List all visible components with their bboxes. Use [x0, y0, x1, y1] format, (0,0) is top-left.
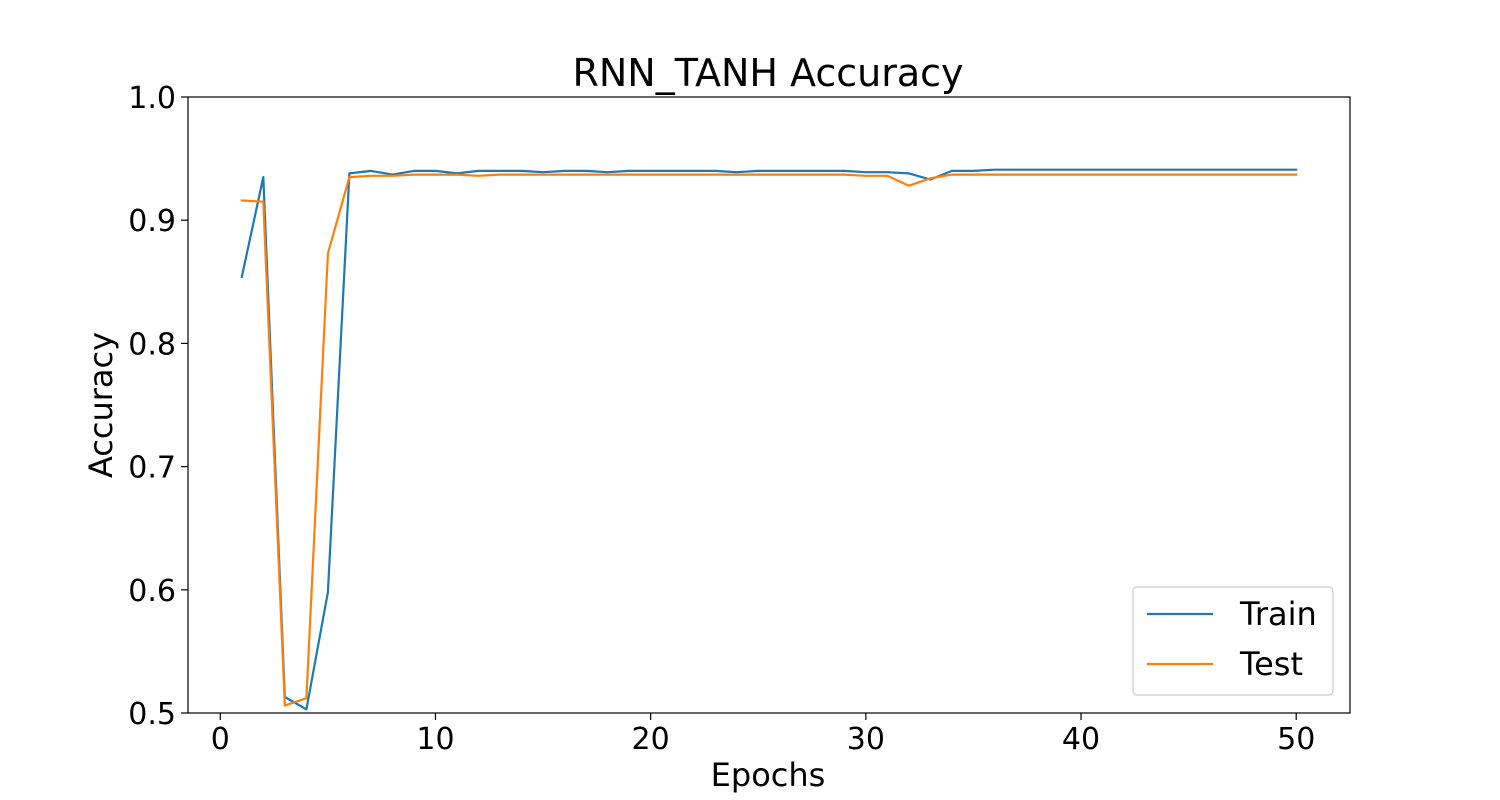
y-tick-label: 0.9	[128, 204, 176, 239]
y-tick-label: 0.5	[128, 697, 176, 732]
x-tick-label: 0	[211, 722, 230, 757]
x-axis: 0 10 20 30 40 50	[211, 713, 1315, 757]
plot-area	[240, 168, 1298, 711]
y-tick-label: 0.8	[128, 327, 176, 362]
y-axis-label: Accuracy	[82, 332, 120, 478]
x-tick-label: 30	[847, 722, 885, 757]
x-tick-label: 20	[632, 722, 670, 757]
y-axis: 0.5 0.6 0.7 0.8 0.9 1.0	[128, 81, 188, 732]
x-tick-label: 40	[1062, 722, 1100, 757]
x-axis-label: Epochs	[711, 756, 826, 794]
plot-frame	[187, 96, 1351, 714]
legend-label-train: Train	[1239, 595, 1317, 633]
series-line-test	[240, 173, 1298, 707]
y-tick-label: 1.0	[128, 81, 176, 116]
x-tick-label: 10	[416, 722, 454, 757]
legend-label-test: Test	[1239, 645, 1303, 683]
y-tick-label: 0.6	[128, 574, 176, 609]
series-line-train	[240, 168, 1298, 711]
x-tick-label: 50	[1277, 722, 1315, 757]
chart-title: RNN_TANH Accuracy	[572, 51, 963, 95]
y-tick-label: 0.7	[128, 451, 176, 486]
legend: Train Test	[1132, 586, 1334, 696]
